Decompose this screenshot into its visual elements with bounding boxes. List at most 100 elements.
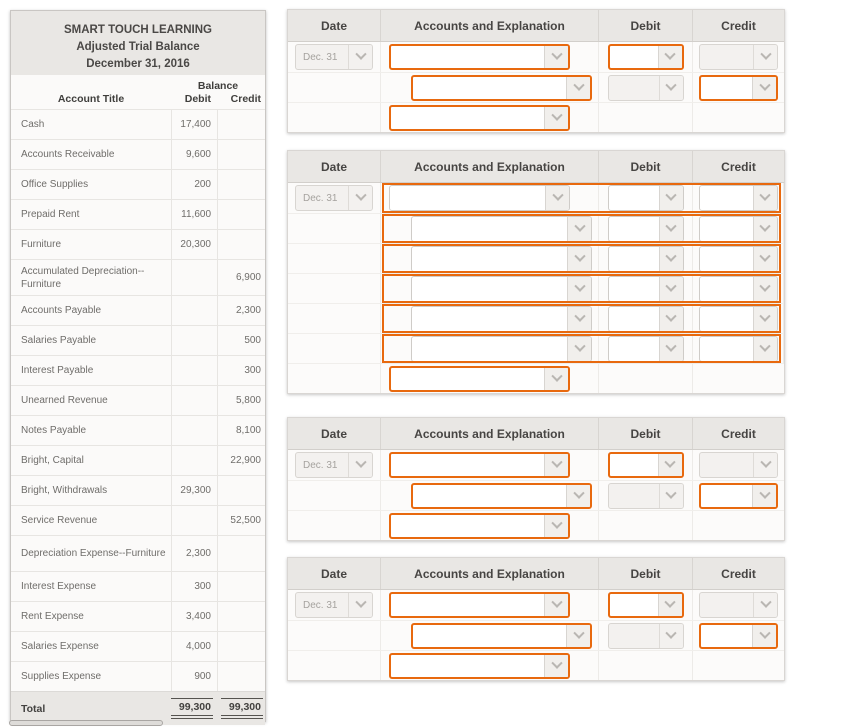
- table-row: Salaries Payable 500: [11, 325, 265, 355]
- credit-amount-select[interactable]: [698, 275, 778, 302]
- debit-amount-select[interactable]: [607, 185, 684, 211]
- date-cell: [288, 244, 381, 273]
- account-title-cell: Salaries Payable: [21, 335, 97, 346]
- debit-header: Debit: [184, 93, 211, 105]
- account-title-cell: Prepaid Rent: [21, 209, 80, 220]
- credit-amount-select-value: [701, 485, 752, 507]
- credit-amount-select[interactable]: [699, 622, 778, 649]
- account-select[interactable]: [411, 622, 592, 649]
- debit-cell: [599, 183, 693, 213]
- chevron-down-icon: [658, 306, 683, 331]
- date-cell: Dec. 31: [288, 590, 381, 620]
- account-select[interactable]: [389, 185, 570, 211]
- chevron-down-icon: [544, 514, 568, 537]
- credit-amount-select-value: [701, 625, 752, 647]
- table-row: Bright, Withdrawals 29,300: [11, 475, 265, 505]
- chevron-down-icon: [348, 186, 372, 210]
- explanation-select[interactable]: [389, 652, 570, 679]
- credit-cell: [693, 450, 784, 480]
- debit-amount-select[interactable]: [607, 452, 684, 478]
- accounts-cell: [381, 651, 599, 680]
- account-select-value: [412, 217, 567, 241]
- account-select[interactable]: [411, 275, 592, 302]
- chevron-down-icon: [658, 216, 683, 241]
- account-title-cell: Bright, Capital: [21, 455, 84, 466]
- debit-amount-select-value: [609, 307, 659, 331]
- credit-cell: [693, 511, 784, 540]
- account-title-cell: Notes Payable: [21, 425, 87, 436]
- credit-amount-select[interactable]: [698, 215, 778, 242]
- journal-entry-4: Date Accounts and Explanation Debit Credit D…: [287, 557, 785, 681]
- date-column-header: Date: [288, 558, 381, 589]
- table-row: Depreciation Expense--Furniture 2,300: [11, 535, 265, 571]
- debit-amount-select[interactable]: [607, 305, 684, 332]
- account-select-value: [413, 77, 566, 99]
- debit-amount-select[interactable]: [607, 44, 684, 70]
- debit-cell: 17,400: [171, 110, 217, 139]
- accounts-cell: [381, 183, 599, 213]
- chevron-down-icon: [658, 186, 683, 210]
- debit-amount-select[interactable]: [607, 245, 684, 272]
- credit-column-header: Credit: [721, 566, 756, 581]
- debit-cell: [599, 103, 693, 132]
- account-select[interactable]: [411, 245, 592, 272]
- debit-amount-select: [607, 74, 684, 101]
- credit-amount-select-value: [700, 277, 753, 301]
- account-select[interactable]: [389, 592, 570, 618]
- debit-cell: [599, 304, 693, 333]
- credit-amount-select[interactable]: [698, 185, 778, 211]
- debit-cell: 11,600: [171, 200, 217, 229]
- credit-column-header: Credit: [721, 159, 756, 174]
- explanation-select[interactable]: [389, 104, 570, 131]
- explanation-select[interactable]: [389, 365, 570, 392]
- account-select[interactable]: [411, 74, 592, 101]
- chevron-down-icon: [566, 624, 590, 647]
- account-title-cell: Bright, Withdrawals: [21, 485, 108, 496]
- journal-row: [288, 243, 784, 273]
- credit-amount-select-value: [700, 186, 753, 210]
- debit-cell: [599, 274, 693, 303]
- accounts-cell: [381, 42, 599, 72]
- debit-amount-select[interactable]: [607, 275, 684, 302]
- account-title-cell: Accounts Payable: [21, 305, 102, 316]
- account-select[interactable]: [411, 305, 592, 332]
- chevron-down-icon: [348, 593, 372, 617]
- table-row: Supplies Expense 900: [11, 661, 265, 691]
- debit-cell: [599, 511, 693, 540]
- credit-amount-select[interactable]: [699, 482, 778, 509]
- table-row: Accounts Payable 2,300: [11, 295, 265, 325]
- credit-cell: 500: [217, 326, 265, 355]
- account-select[interactable]: [411, 215, 592, 242]
- account-select[interactable]: [389, 44, 570, 70]
- account-title-cell: Accounts Receivable: [21, 149, 115, 160]
- credit-cell: [217, 602, 265, 631]
- chevron-down-icon: [752, 276, 777, 301]
- credit-amount-select[interactable]: [698, 245, 778, 272]
- debit-cell: [599, 42, 693, 72]
- account-select[interactable]: [411, 482, 592, 509]
- accounts-column-header: Accounts and Explanation: [381, 558, 599, 589]
- credit-amount-select[interactable]: [699, 74, 778, 101]
- chevron-down-icon: [544, 454, 568, 476]
- debit-cell: [599, 364, 693, 393]
- debit-amount-select[interactable]: [607, 335, 684, 362]
- account-select[interactable]: [411, 335, 592, 362]
- credit-amount-select: [699, 452, 778, 478]
- journal-row: [288, 213, 784, 243]
- table-row: Rent Expense 3,400: [11, 601, 265, 631]
- chevron-down-icon: [658, 623, 683, 648]
- debit-amount-select[interactable]: [607, 215, 684, 242]
- debit-column-header: Debit: [599, 558, 693, 589]
- horizontal-scrollbar-thumb[interactable]: [9, 720, 163, 726]
- credit-amount-select[interactable]: [698, 335, 778, 362]
- account-select[interactable]: [389, 452, 570, 478]
- debit-cell: 3,400: [171, 602, 217, 631]
- explanation-select[interactable]: [389, 512, 570, 539]
- credit-amount-select[interactable]: [698, 305, 778, 332]
- debit-amount-select-value: [609, 337, 659, 361]
- debit-amount-select-value: [610, 454, 658, 476]
- debit-amount-select[interactable]: [607, 592, 684, 618]
- chevron-down-icon: [657, 594, 682, 616]
- date-cell: [288, 304, 381, 333]
- credit-amount-select: [699, 44, 778, 70]
